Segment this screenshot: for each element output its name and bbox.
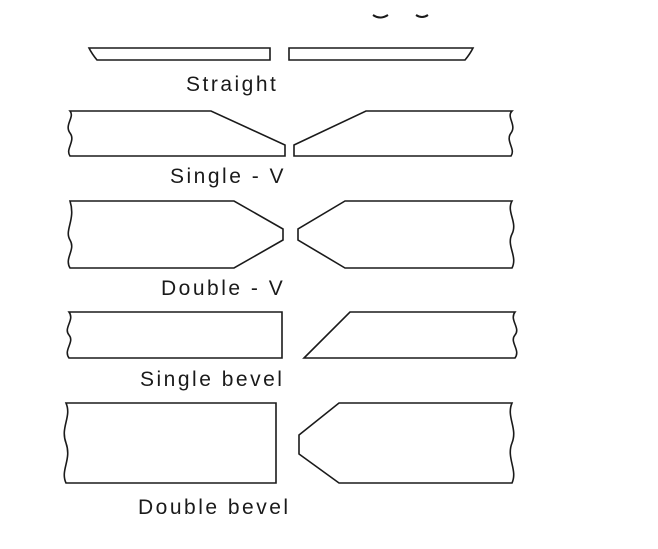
double-bevel-right-plate	[298, 402, 515, 484]
single-v-left-plate	[67, 110, 286, 157]
joint-single-bevel: Single bevel	[66, 311, 518, 391]
joint-straight: Straight	[87, 47, 475, 96]
straight-right-plate	[288, 47, 475, 61]
single-v-right-plate	[293, 110, 514, 157]
label-straight: Straight	[186, 73, 278, 96]
cropped-top-mark	[372, 14, 429, 19]
label-single-v: Single - V	[170, 165, 286, 188]
double-v-left-plate	[67, 200, 284, 269]
double-v-right-plate	[297, 200, 515, 269]
joint-double-bevel: Double bevel	[63, 402, 515, 519]
double-bevel-left-plate	[63, 402, 277, 484]
joint-single-v: Single - V	[67, 110, 514, 188]
straight-left-plate	[87, 47, 271, 61]
label-double-bevel: Double bevel	[138, 496, 291, 519]
joint-double-v: Double - V	[67, 200, 515, 300]
label-single-bevel: Single bevel	[140, 368, 284, 391]
label-double-v: Double - V	[161, 277, 285, 300]
single-bevel-left-plate	[66, 311, 283, 359]
single-bevel-right-plate	[302, 311, 518, 359]
